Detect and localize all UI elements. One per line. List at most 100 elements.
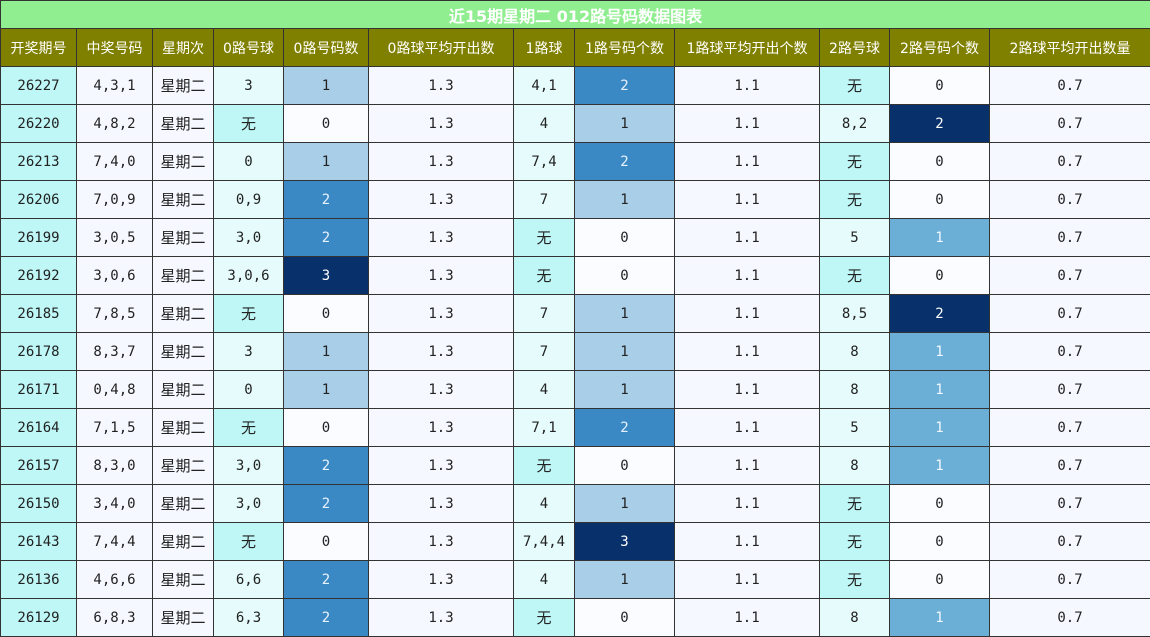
header-route0-balls: 0路号球 [214,29,284,67]
numbers-cell: 8,3,0 [77,447,153,485]
period-cell: 26185 [1,295,77,333]
route1-balls-cell: 7 [514,181,575,219]
route2-balls-cell: 无 [820,181,890,219]
route1-avg-cell: 1.1 [675,561,820,599]
route1-count-cell: 1 [575,371,675,409]
header-route1-balls: 1路球 [514,29,575,67]
route1-count-cell: 0 [575,257,675,295]
route2-balls-cell: 无 [820,485,890,523]
route0-avg-cell: 1.3 [369,561,514,599]
route2-avg-cell: 0.7 [990,333,1150,371]
route1-count-cell: 1 [575,105,675,143]
route0-count-cell: 3 [284,257,369,295]
header-numbers: 中奖号码 [77,29,153,67]
route1-count-cell: 0 [575,447,675,485]
route1-count-cell: 2 [575,409,675,447]
route2-count-cell: 0 [890,485,990,523]
route0-avg-cell: 1.3 [369,143,514,181]
route2-avg-cell: 0.7 [990,295,1150,333]
route0-balls-cell: 无 [214,523,284,561]
route1-balls-cell: 7,1 [514,409,575,447]
route1-avg-cell: 1.1 [675,523,820,561]
numbers-cell: 7,4,0 [77,143,153,181]
route0-count-cell: 2 [284,561,369,599]
route0-count-cell: 2 [284,485,369,523]
route0-count-cell: 0 [284,409,369,447]
route0-avg-cell: 1.3 [369,333,514,371]
period-cell: 26199 [1,219,77,257]
route1-count-cell: 1 [575,295,675,333]
route0-balls-cell: 3,0,6 [214,257,284,295]
route0-avg-cell: 1.3 [369,485,514,523]
route2-balls-cell: 8,5 [820,295,890,333]
weekday-cell: 星期二 [153,523,214,561]
route1-avg-cell: 1.1 [675,409,820,447]
route2-balls-cell: 8 [820,599,890,637]
route0-balls-cell: 0 [214,143,284,181]
route1-avg-cell: 1.1 [675,181,820,219]
route2-count-cell: 0 [890,143,990,181]
route2-balls-cell: 8 [820,371,890,409]
period-cell: 26157 [1,447,77,485]
route2-count-cell: 2 [890,295,990,333]
route0-balls-cell: 0 [214,371,284,409]
numbers-cell: 3,4,0 [77,485,153,523]
route1-count-cell: 1 [575,333,675,371]
weekday-cell: 星期二 [153,257,214,295]
route2-balls-cell: 8,2 [820,105,890,143]
route0-count-cell: 2 [284,447,369,485]
period-cell: 26171 [1,371,77,409]
route0-count-cell: 0 [284,105,369,143]
route2-count-cell: 0 [890,181,990,219]
route0-avg-cell: 1.3 [369,447,514,485]
weekday-cell: 星期二 [153,105,214,143]
route1-balls-cell: 无 [514,599,575,637]
route0-count-cell: 0 [284,523,369,561]
route2-balls-cell: 8 [820,333,890,371]
period-cell: 26206 [1,181,77,219]
route0-balls-cell: 3,0 [214,219,284,257]
period-cell: 26143 [1,523,77,561]
route1-count-cell: 3 [575,523,675,561]
route2-avg-cell: 0.7 [990,409,1150,447]
route1-avg-cell: 1.1 [675,67,820,105]
route1-count-cell: 0 [575,599,675,637]
numbers-cell: 7,1,5 [77,409,153,447]
route1-balls-cell: 无 [514,219,575,257]
route1-avg-cell: 1.1 [675,333,820,371]
route0-avg-cell: 1.3 [369,181,514,219]
period-cell: 26164 [1,409,77,447]
route0-avg-cell: 1.3 [369,295,514,333]
route1-avg-cell: 1.1 [675,485,820,523]
route2-avg-cell: 0.7 [990,219,1150,257]
route2-count-cell: 0 [890,561,990,599]
route0-count-cell: 2 [284,219,369,257]
route0-count-cell: 2 [284,181,369,219]
numbers-cell: 3,0,5 [77,219,153,257]
route0-balls-cell: 6,3 [214,599,284,637]
route2-balls-cell: 无 [820,561,890,599]
numbers-cell: 6,8,3 [77,599,153,637]
route2-count-cell: 0 [890,67,990,105]
route0-count-cell: 1 [284,333,369,371]
route2-avg-cell: 0.7 [990,105,1150,143]
route2-avg-cell: 0.7 [990,599,1150,637]
period-cell: 26192 [1,257,77,295]
numbers-cell: 0,4,8 [77,371,153,409]
weekday-cell: 星期二 [153,181,214,219]
route0-count-cell: 1 [284,371,369,409]
weekday-cell: 星期二 [153,485,214,523]
route1-count-cell: 2 [575,67,675,105]
numbers-cell: 3,0,6 [77,257,153,295]
route1-balls-cell: 7,4,4 [514,523,575,561]
header-period: 开奖期号 [1,29,77,67]
route2-count-cell: 1 [890,219,990,257]
